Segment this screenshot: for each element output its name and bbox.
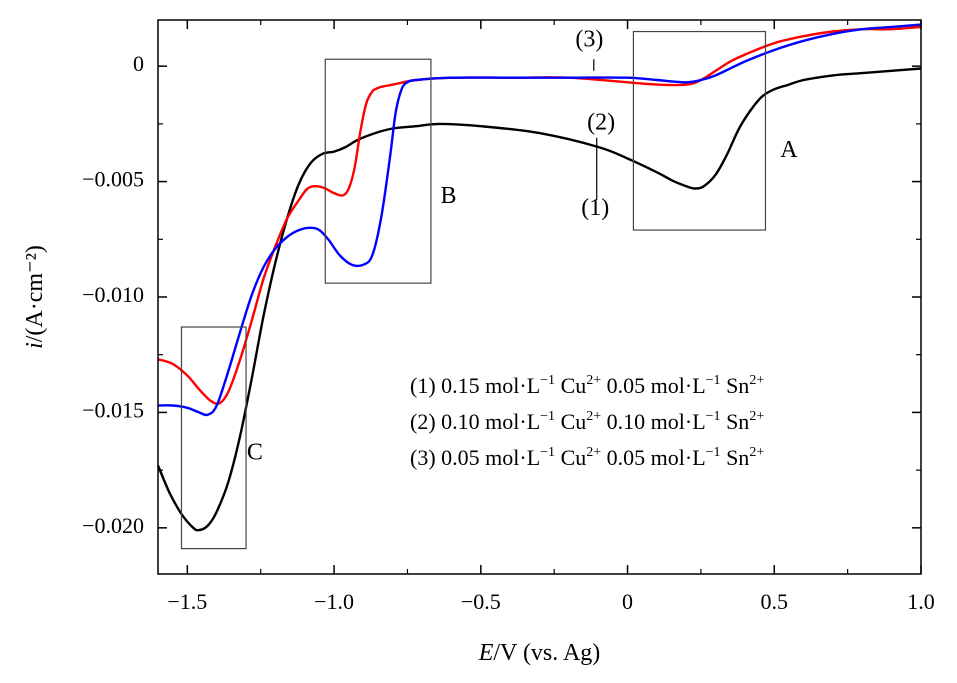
legend-text: Sn	[721, 445, 750, 470]
y-tick-label: −0.020	[82, 513, 144, 538]
legend-superscript: 2+	[586, 445, 601, 460]
region-box-b	[324, 58, 432, 284]
legend-text: Sn	[721, 373, 750, 398]
y-tick-label: −0.010	[82, 282, 144, 307]
y-tick-label: 0	[133, 51, 144, 76]
x-axis-title-italic: E	[478, 640, 494, 666]
x-tick-label: 1.0	[907, 589, 935, 614]
legend-text: 0.05 mol·L	[601, 445, 706, 470]
y-axis-title: i/(A·cm⁻²)	[22, 245, 48, 349]
y-tick-label: −0.005	[82, 167, 144, 192]
annotation-label: B	[441, 183, 457, 209]
legend-text: (1) 0.15 mol·L	[410, 373, 540, 398]
x-tick-label: 0	[622, 589, 633, 614]
series-layer	[156, 23, 922, 532]
annotation-label: (1)	[581, 195, 609, 221]
legend-text: 0.05 mol·L	[601, 373, 706, 398]
legend-text: (2) 0.10 mol·L	[410, 409, 540, 434]
legend-text: Cu	[555, 445, 586, 470]
y-axis-title-italic: i	[22, 342, 48, 349]
y-tick-label: −0.015	[82, 397, 144, 422]
annotation-label: C	[247, 439, 263, 465]
legend: (1) 0.15 mol·L−1 Cu2+ 0.05 mol·L−1 Sn2+(…	[410, 373, 764, 470]
x-axis-title-rest: /V (vs. Ag)	[493, 640, 600, 666]
x-tick-label: −1.5	[167, 589, 207, 614]
legend-superscript: 2+	[586, 409, 601, 424]
x-tick-label: 0.5	[761, 589, 789, 614]
legend-superscript: 2+	[749, 409, 764, 424]
legend-entry-1: (1) 0.15 mol·L−1 Cu2+ 0.05 mol·L−1 Sn2+	[410, 373, 764, 398]
annotation-label: A	[780, 137, 798, 163]
legend-superscript: 2+	[749, 445, 764, 460]
legend-superscript: −1	[706, 445, 721, 460]
legend-entry-2: (2) 0.10 mol·L−1 Cu2+ 0.10 mol·L−1 Sn2+	[410, 409, 764, 434]
legend-superscript: −1	[540, 409, 555, 424]
legend-entry-3: (3) 0.05 mol·L−1 Cu2+ 0.05 mol·L−1 Sn2+	[410, 445, 764, 470]
legend-superscript: −1	[540, 373, 555, 388]
series-line-3	[157, 23, 922, 417]
y-axis-title-rest: /(A·cm⁻²)	[22, 245, 48, 342]
annotation-label: (3)	[575, 26, 603, 52]
x-tick-label: −1.0	[314, 589, 354, 614]
legend-text: Sn	[721, 409, 750, 434]
x-tick-label: −0.5	[461, 589, 501, 614]
legend-superscript: −1	[706, 373, 721, 388]
axis-ticks: −1.5 −1.0 −0.5 0 0.5 1.0 0 −0.005 −0.010 −0.015 −0…	[82, 20, 935, 614]
legend-text: Cu	[555, 409, 586, 434]
legend-text: 0.10 mol·L	[601, 409, 706, 434]
plot-frame	[157, 19, 922, 575]
legend-text: Cu	[555, 373, 586, 398]
annotation-label: (2)	[587, 109, 615, 135]
series-line-2	[157, 25, 922, 405]
annotations: A B C (3) (2) (1)	[247, 26, 798, 465]
series-line-1	[156, 67, 922, 532]
region-box-c	[180, 326, 247, 550]
legend-text: (3) 0.05 mol·L	[410, 445, 540, 470]
region-box-a	[632, 30, 767, 231]
legend-superscript: −1	[540, 445, 555, 460]
legend-superscript: 2+	[749, 373, 764, 388]
legend-superscript: 2+	[586, 373, 601, 388]
region-boxes	[180, 30, 767, 550]
legend-superscript: −1	[706, 409, 721, 424]
x-axis-title: E/V (vs. Ag)	[478, 640, 601, 666]
